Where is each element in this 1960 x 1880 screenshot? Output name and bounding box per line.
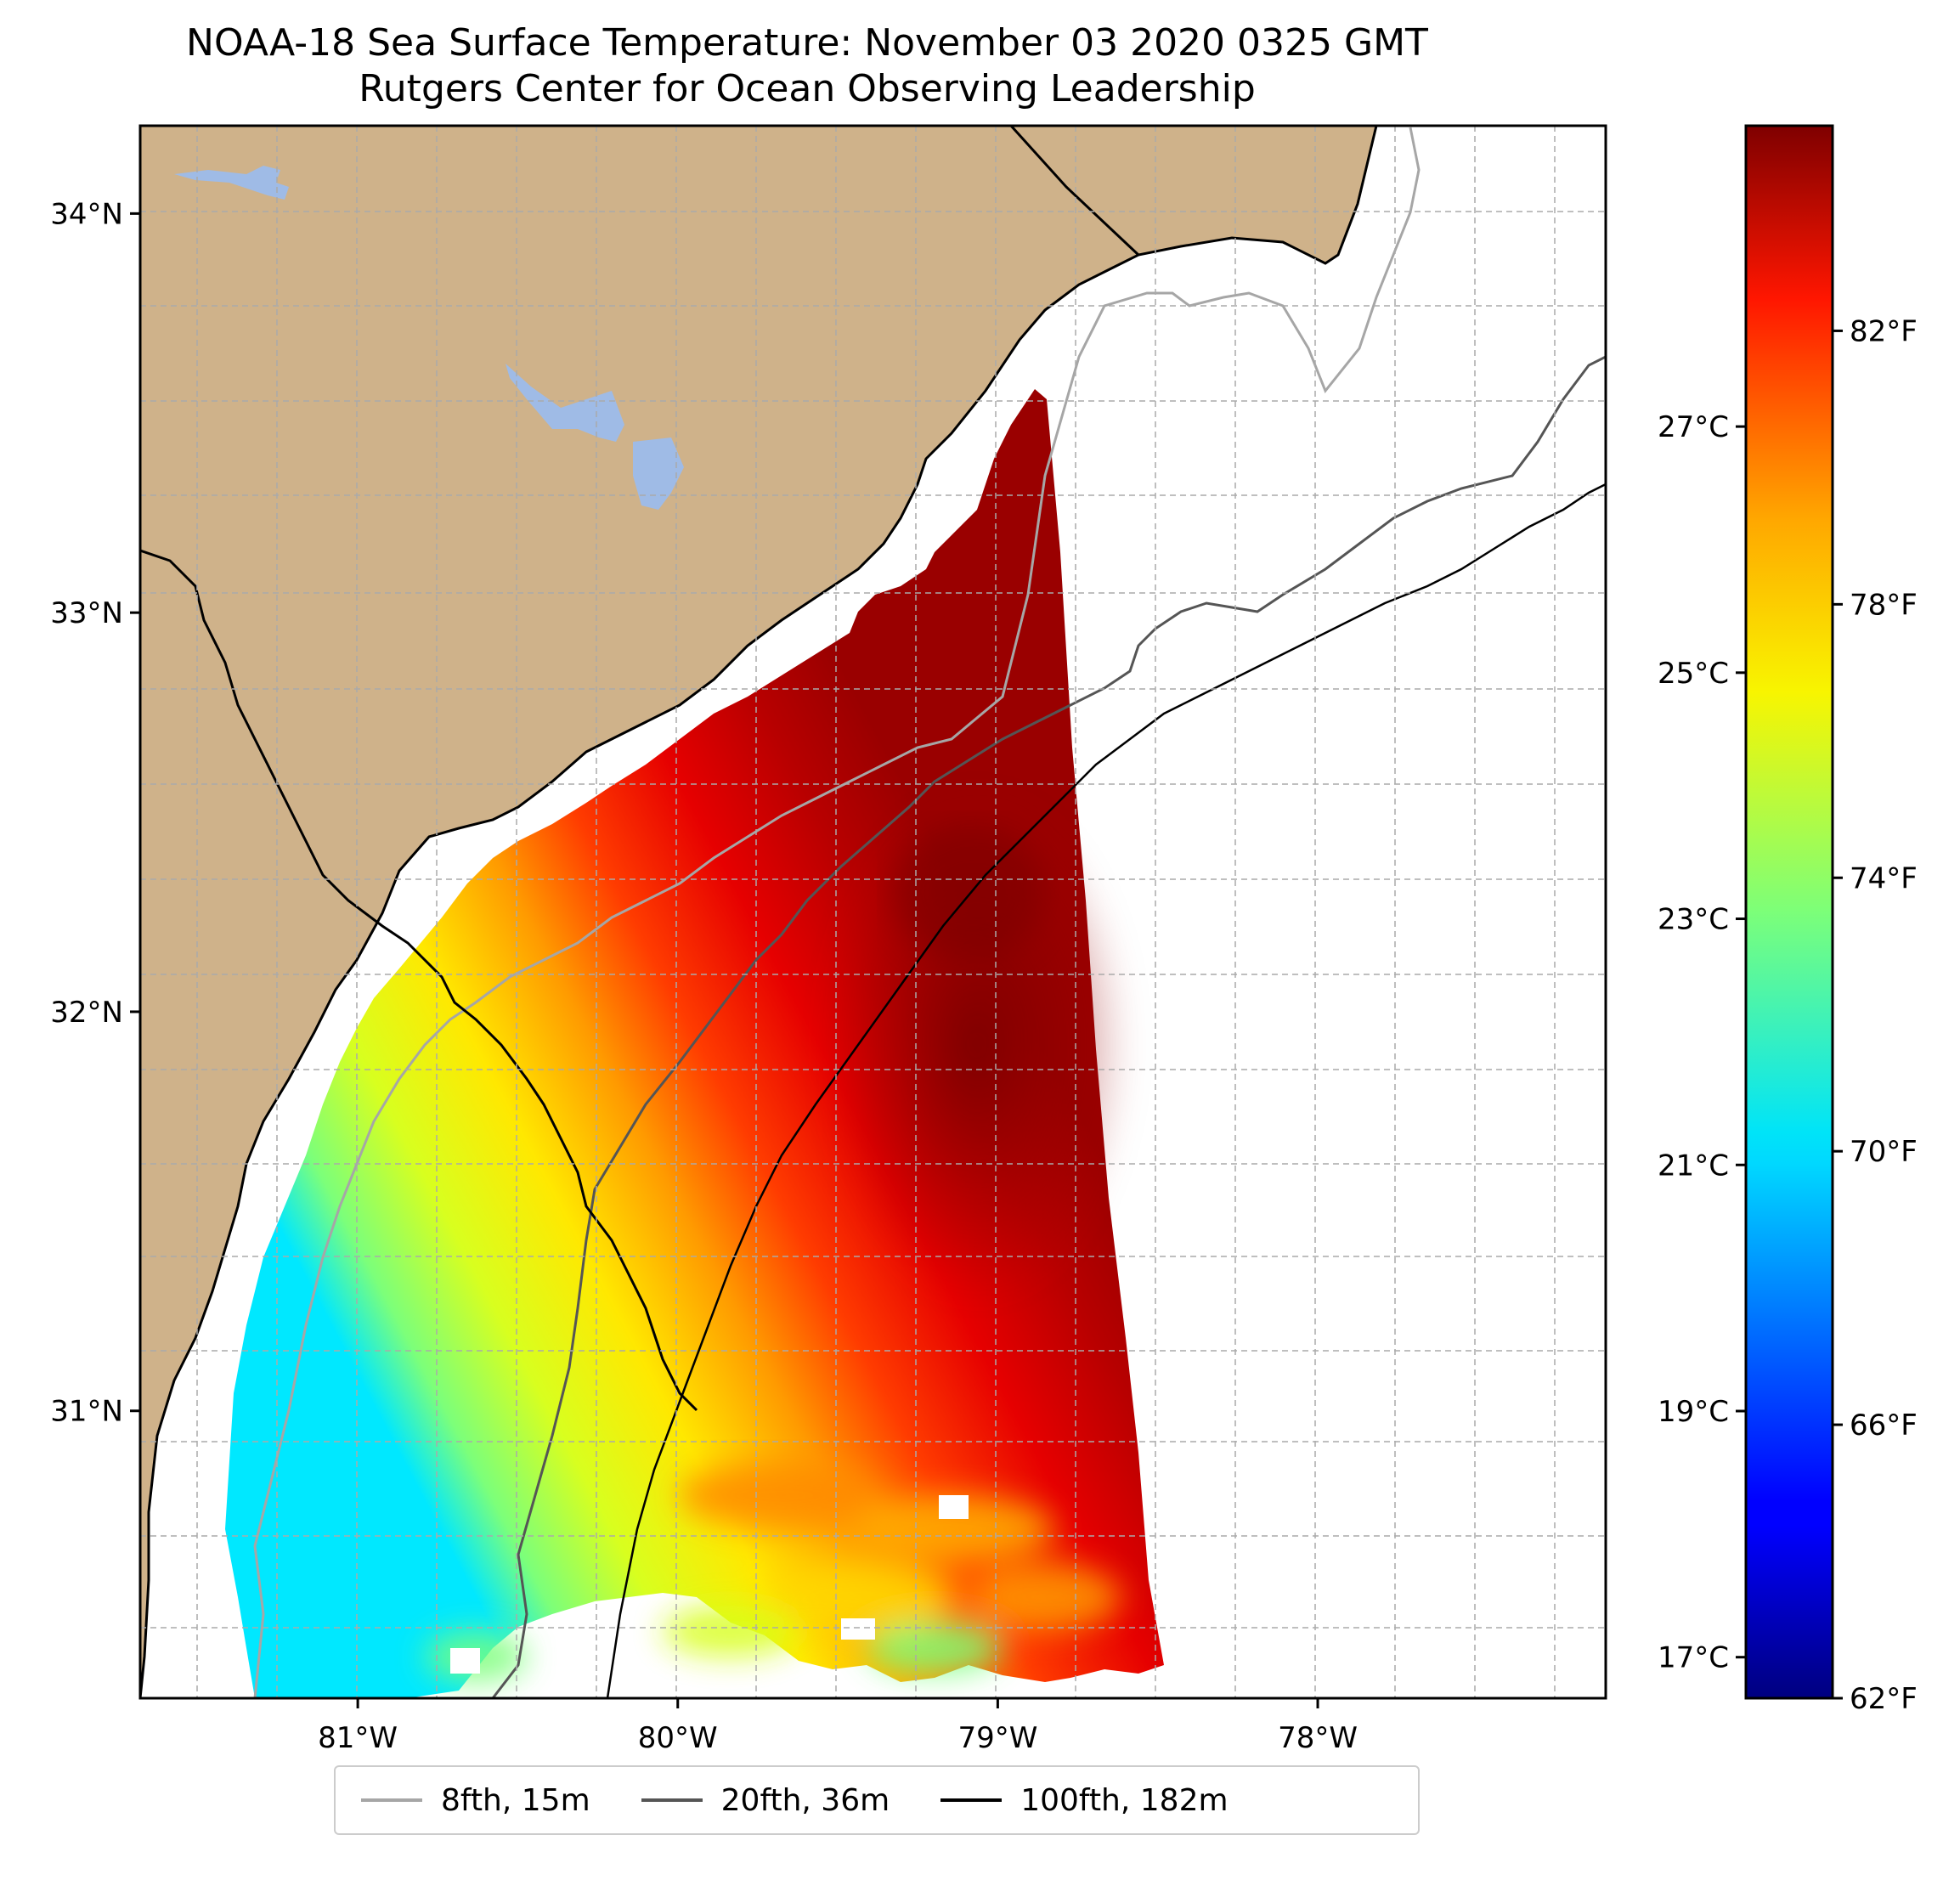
lake-moultrie: [633, 438, 684, 510]
colorbar-f-tick-label: 78°F: [1850, 588, 1918, 622]
colorbar-c-tick-label: 25°C: [1658, 657, 1729, 691]
title-line-2: Rutgers Center for Ocean Observing Leade…: [359, 67, 1256, 110]
lat-tick-label: 33°N: [50, 596, 123, 630]
longitude-axis: 81°W 80°W 79°W 78°W: [318, 1698, 1358, 1755]
legend-line-swatch: [641, 1798, 703, 1802]
legend-label: 20fth, 36m: [720, 1782, 890, 1818]
isobath-20fth: [491, 355, 1606, 1698]
small-lake: [174, 166, 289, 200]
colorbar-fahrenheit-axis: 82°F 78°F 74°F 70°F 66°F 62°F: [1833, 314, 1918, 1716]
land-area: [140, 126, 1378, 1698]
legend-line-swatch: [940, 1798, 1003, 1802]
legend-line-swatch: [361, 1798, 422, 1802]
legend-entry: 8fth, 15m: [361, 1783, 590, 1818]
colorbar: [1744, 124, 1834, 1700]
lake-marion: [506, 364, 624, 442]
colorbar-c-tick-label: 23°C: [1658, 903, 1729, 937]
colorbar-c-tick-label: 27°C: [1658, 410, 1729, 444]
title-line-1: NOAA-18 Sea Surface Temperature: Novembe…: [186, 21, 1428, 65]
legend-entry: 20fth, 36m: [641, 1783, 890, 1818]
legend-label: 100fth, 182m: [1020, 1782, 1229, 1818]
lon-tick-label: 78°W: [1278, 1721, 1358, 1755]
colorbar-f-tick-label: 70°F: [1850, 1135, 1918, 1169]
state-border: [140, 549, 698, 1412]
isobath-8fth: [253, 127, 1421, 1698]
lat-tick-label: 34°N: [50, 197, 123, 231]
legend-entry: 100fth, 182m: [940, 1782, 1229, 1818]
colorbar-c-tick-label: 17°C: [1658, 1641, 1729, 1675]
nc-sc-border: [1009, 126, 1140, 257]
chart-title: NOAA-18 Sea Surface Temperature: Novembe…: [0, 20, 1614, 112]
colorbar-f-tick-label: 74°F: [1850, 861, 1918, 895]
colorbar-f-tick-label: 82°F: [1850, 314, 1918, 348]
colorbar-f-tick-label: 66°F: [1850, 1409, 1918, 1442]
lat-tick-label: 31°N: [50, 1395, 123, 1429]
lon-tick-label: 79°W: [957, 1721, 1037, 1755]
map-content: [140, 126, 1606, 1698]
isobath-legend: 8fth, 15m 20fth, 36m 100fth, 182m: [334, 1765, 1420, 1835]
colorbar-c-tick-label: 19°C: [1658, 1395, 1729, 1429]
lon-tick-label: 80°W: [638, 1721, 718, 1755]
lat-tick-label: 32°N: [50, 996, 123, 1030]
lon-tick-label: 81°W: [318, 1721, 398, 1755]
colorbar-c-tick-label: 21°C: [1658, 1149, 1729, 1183]
latitude-axis: 34°N 33°N 32°N 31°N: [50, 197, 140, 1429]
gridlines: [140, 126, 1606, 1698]
isobath-100fth: [606, 483, 1606, 1698]
map-frame: [138, 124, 1607, 1700]
colorbar-celsius-axis: 27°C 25°C 23°C 21°C 19°C 17°C: [1658, 410, 1746, 1675]
colorbar-f-tick-label: 62°F: [1850, 1682, 1918, 1716]
legend-label: 8fth, 15m: [441, 1782, 590, 1818]
